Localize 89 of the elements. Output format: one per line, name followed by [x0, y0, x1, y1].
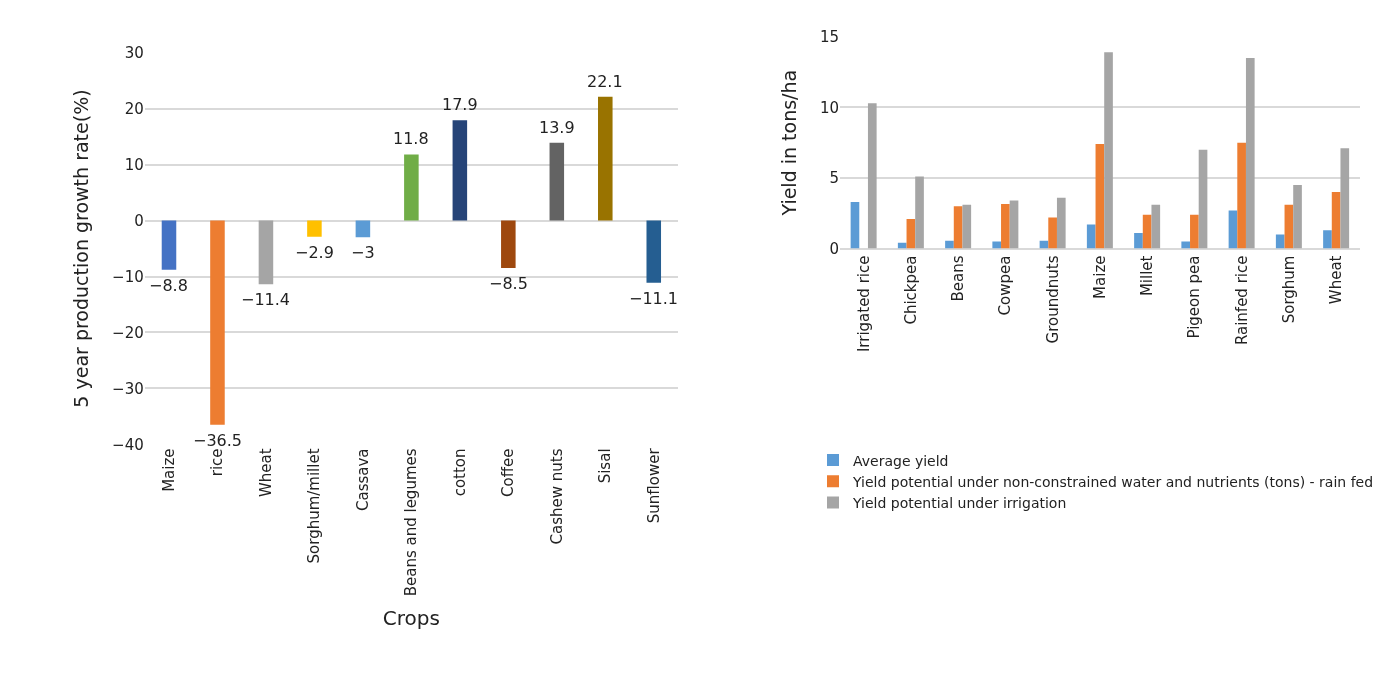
bar: [962, 204, 972, 249]
bar: [1142, 214, 1152, 249]
x-tick-label: Millet: [1138, 255, 1157, 297]
legend-label: Yield potential under non-constrained water and nutrients (tons) - rain fed: [852, 473, 1374, 490]
bar: [1237, 142, 1246, 249]
bar: [915, 176, 924, 249]
x-axis-title: Crops: [382, 605, 440, 630]
bar: [258, 220, 274, 285]
x-tick-label: Irrigated rice: [854, 255, 873, 353]
data-label: −2.9: [295, 243, 334, 262]
data-label: 22.1: [587, 72, 623, 91]
bar: [1293, 185, 1302, 249]
bar: [355, 220, 371, 238]
bar: [1134, 232, 1143, 249]
bar: [1095, 144, 1105, 249]
bar: [452, 120, 468, 221]
data-label: −8.5: [489, 274, 528, 293]
bar: [1086, 224, 1096, 249]
bar: [598, 96, 613, 221]
x-tick-label: Beans and legumes: [402, 448, 421, 597]
x-tick-label: Cashew nuts: [547, 448, 566, 545]
x-tick-label: Wheat: [1327, 255, 1346, 305]
data-label: −36.5: [193, 431, 243, 450]
x-tick-label: Pigeon pea: [1185, 255, 1204, 339]
bar: [1323, 230, 1332, 249]
bar: [1104, 52, 1113, 249]
y-tick-label: −10: [112, 267, 144, 286]
data-label: −3: [351, 243, 375, 262]
data-label: −11.4: [241, 290, 291, 309]
y-axis-title: 5 year production growth rate(%): [69, 89, 92, 408]
y-tick-label: 10: [124, 155, 144, 174]
x-tick-label: Cowpea: [996, 255, 1015, 316]
x-tick-label: Wheat: [256, 448, 275, 498]
y-tick-label: 15: [819, 28, 839, 47]
bar: [1198, 149, 1208, 249]
x-tick-label: Chickpea: [901, 255, 920, 325]
bar: [549, 142, 565, 221]
x-tick-label: Beans: [949, 255, 968, 302]
x-tick-label: Sorghum: [1279, 255, 1298, 324]
bar: [906, 218, 916, 249]
y-axis-title: Yield in tons/ha: [777, 69, 800, 217]
data-label: −8.8: [149, 276, 188, 295]
x-tick-label: Cassava: [353, 448, 372, 511]
y-tick-label: 20: [124, 99, 144, 118]
y-tick-label: −20: [112, 323, 144, 342]
bar: [1009, 200, 1019, 249]
data-label: 17.9: [442, 95, 478, 114]
bar: [1284, 204, 1294, 249]
bar: [1048, 217, 1057, 249]
x-tick-label: Rainfed rice: [1232, 255, 1251, 346]
bar: [1340, 148, 1350, 249]
y-tick-label: −40: [112, 435, 144, 454]
bar: [646, 220, 662, 283]
data-label: 13.9: [539, 118, 575, 137]
y-tick-label: −30: [112, 379, 144, 398]
bar: [1228, 210, 1238, 249]
x-tick-label: rice: [208, 448, 227, 477]
legend-label: Yield potential under irrigation: [852, 494, 1067, 511]
bar: [404, 154, 419, 221]
x-tick-label: Maize: [1090, 255, 1109, 299]
y-tick-label: 5: [829, 169, 839, 188]
y-tick-label: 0: [829, 239, 839, 258]
bar: [1151, 204, 1161, 249]
data-label: 11.8: [393, 129, 429, 148]
bar: [210, 220, 225, 425]
x-tick-label: Maize: [159, 448, 178, 492]
y-tick-label: 0: [134, 211, 144, 230]
data-label: −11.1: [629, 289, 679, 308]
bar: [307, 220, 322, 237]
legend-label: Average yield: [853, 452, 949, 469]
bar: [850, 201, 860, 249]
bar: [1056, 197, 1066, 249]
x-tick-label: Sunflower: [644, 447, 663, 524]
bar: [1275, 234, 1285, 249]
bar: [953, 206, 963, 249]
x-tick-label: Sorghum/millet: [305, 448, 324, 564]
y-tick-label: 10: [819, 98, 839, 117]
x-tick-label: cotton: [450, 448, 469, 497]
bar: [1331, 192, 1341, 249]
x-tick-label: Sisal: [596, 448, 615, 484]
x-tick-label: Groundnuts: [1043, 255, 1062, 344]
bar: [1190, 214, 1199, 249]
bar: [1001, 204, 1010, 249]
bar: [501, 220, 516, 269]
bar: [161, 220, 177, 270]
y-tick-label: 30: [124, 43, 144, 62]
bar: [867, 103, 877, 249]
bar: [1245, 57, 1255, 249]
x-tick-label: Coffee: [499, 448, 518, 497]
